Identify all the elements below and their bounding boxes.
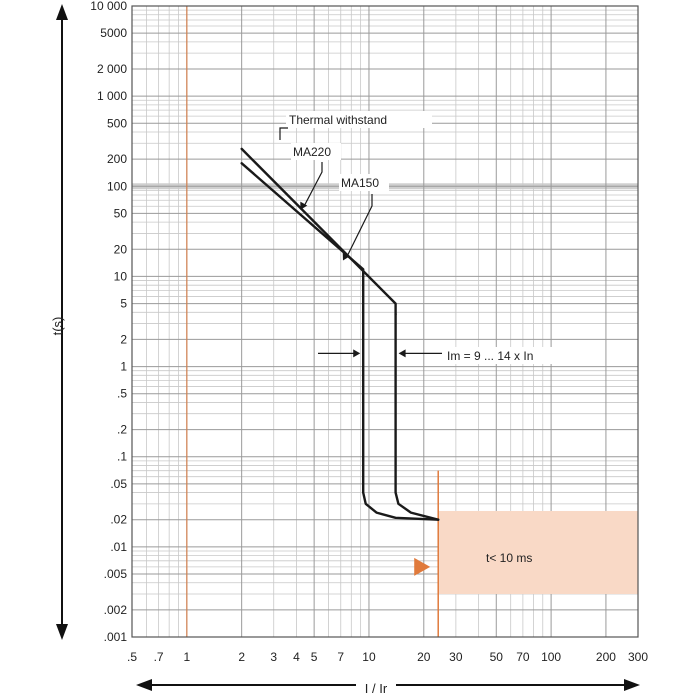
x-tick-label: 70 — [516, 650, 530, 664]
ma220-leader — [303, 162, 323, 206]
x-tick-label: 1 — [183, 650, 190, 664]
y-tick-label: 10 — [114, 269, 128, 283]
x-tick-label: 10 — [362, 650, 376, 664]
y-tick-label: .005 — [104, 567, 128, 581]
x-tick-label: 4 — [293, 650, 300, 664]
y-tick-label: .02 — [110, 513, 127, 527]
x-tick-label: 2 — [238, 650, 245, 664]
plot-border — [131, 5, 639, 638]
y-tick-label: 5000 — [100, 26, 127, 40]
plot-frame — [131, 5, 639, 638]
x-axis-label-bg — [356, 678, 396, 696]
y-tick-label: .01 — [110, 540, 127, 554]
y-tick-label: 10 000 — [90, 0, 127, 13]
ma220-label-bg — [291, 143, 341, 160]
y-tick-label: 1 000 — [97, 89, 127, 103]
im-arrow-left-head — [353, 349, 361, 358]
annotation-layer: Thermal withstand MA220 MA150 Im = 9 ...… — [279, 111, 578, 565]
shaded-region — [438, 510, 638, 594]
x-tick-label: 200 — [596, 650, 616, 664]
y-axis-arrow-down — [56, 624, 68, 640]
x-tick-label: 5 — [311, 650, 318, 664]
x-tick-labels: .5 .7 1 2 3 4 5 7 10 20 30 50 70 100 200 300 — [127, 650, 648, 664]
ma220-arrowhead — [300, 201, 308, 210]
y-tick-label: 2 — [120, 332, 127, 346]
x-axis-arrow-left — [136, 679, 152, 691]
x-tick-label: .5 — [127, 650, 137, 664]
y-tick-label: .001 — [104, 630, 128, 644]
x-tick-label: 3 — [270, 650, 277, 664]
y-tick-labels: 10 000 5000 2 000 1 000 500 200 100 50 20 10 5 2 1 .5… — [90, 0, 127, 644]
im-arrow-right-head — [398, 349, 406, 358]
ma220-label: MA220 — [293, 145, 331, 159]
curve-series-ma220 — [240, 147, 397, 316]
x-tick-label: 100 — [541, 650, 561, 664]
y-tick-label: 100 — [107, 179, 127, 193]
y-tick-label: 200 — [107, 152, 127, 166]
y-tick-label: .05 — [110, 477, 127, 491]
shade-layer — [414, 470, 638, 637]
ma150-arrowhead — [342, 252, 350, 261]
orange-triangle-marker — [414, 557, 431, 576]
im-range-label: Im = 9 ... 14 x In — [447, 349, 533, 363]
ma150-leader — [346, 194, 373, 257]
y-tick-label: 20 — [114, 242, 128, 256]
y-tick-label: 50 — [114, 206, 128, 220]
thermal-withstand-label: Thermal withstand — [289, 113, 387, 127]
y-tick-label: .1 — [117, 450, 127, 464]
x-tick-label: 50 — [490, 650, 504, 664]
curve-series-ma150 — [240, 162, 440, 521]
thermal-leader — [279, 127, 288, 140]
x-tick-label: 30 — [449, 650, 463, 664]
x-tick-label: .7 — [154, 650, 164, 664]
y-axis-arrow-up — [56, 4, 68, 20]
y-axis-label: t(s) — [50, 317, 65, 336]
y-tick-label: 1 — [120, 360, 127, 374]
y-tick-label: .5 — [117, 387, 127, 401]
y-tick-label: 500 — [107, 116, 127, 130]
x-tick-label: 20 — [417, 650, 431, 664]
x-tick-label: 7 — [337, 650, 344, 664]
im-range-label-bg — [444, 347, 578, 364]
fast-trip-label: t< 10 ms — [486, 551, 532, 565]
x-axis-label: I / Ir — [365, 681, 388, 696]
ma150-label-bg — [339, 174, 389, 191]
ma150-label: MA150 — [341, 176, 379, 190]
y-tick-label: 2 000 — [97, 62, 127, 76]
y-tick-label: .2 — [117, 423, 127, 437]
axis-arrows — [56, 4, 640, 696]
y-tick-label: .002 — [104, 603, 128, 617]
curve-series-tail-2 — [394, 313, 440, 521]
x-tick-label: 300 — [628, 650, 648, 664]
x-axis-arrow-right — [624, 679, 640, 691]
y-tick-label: 5 — [120, 297, 127, 311]
curve-layer — [240, 147, 440, 521]
thermal-withstand-label-bg — [286, 111, 432, 128]
